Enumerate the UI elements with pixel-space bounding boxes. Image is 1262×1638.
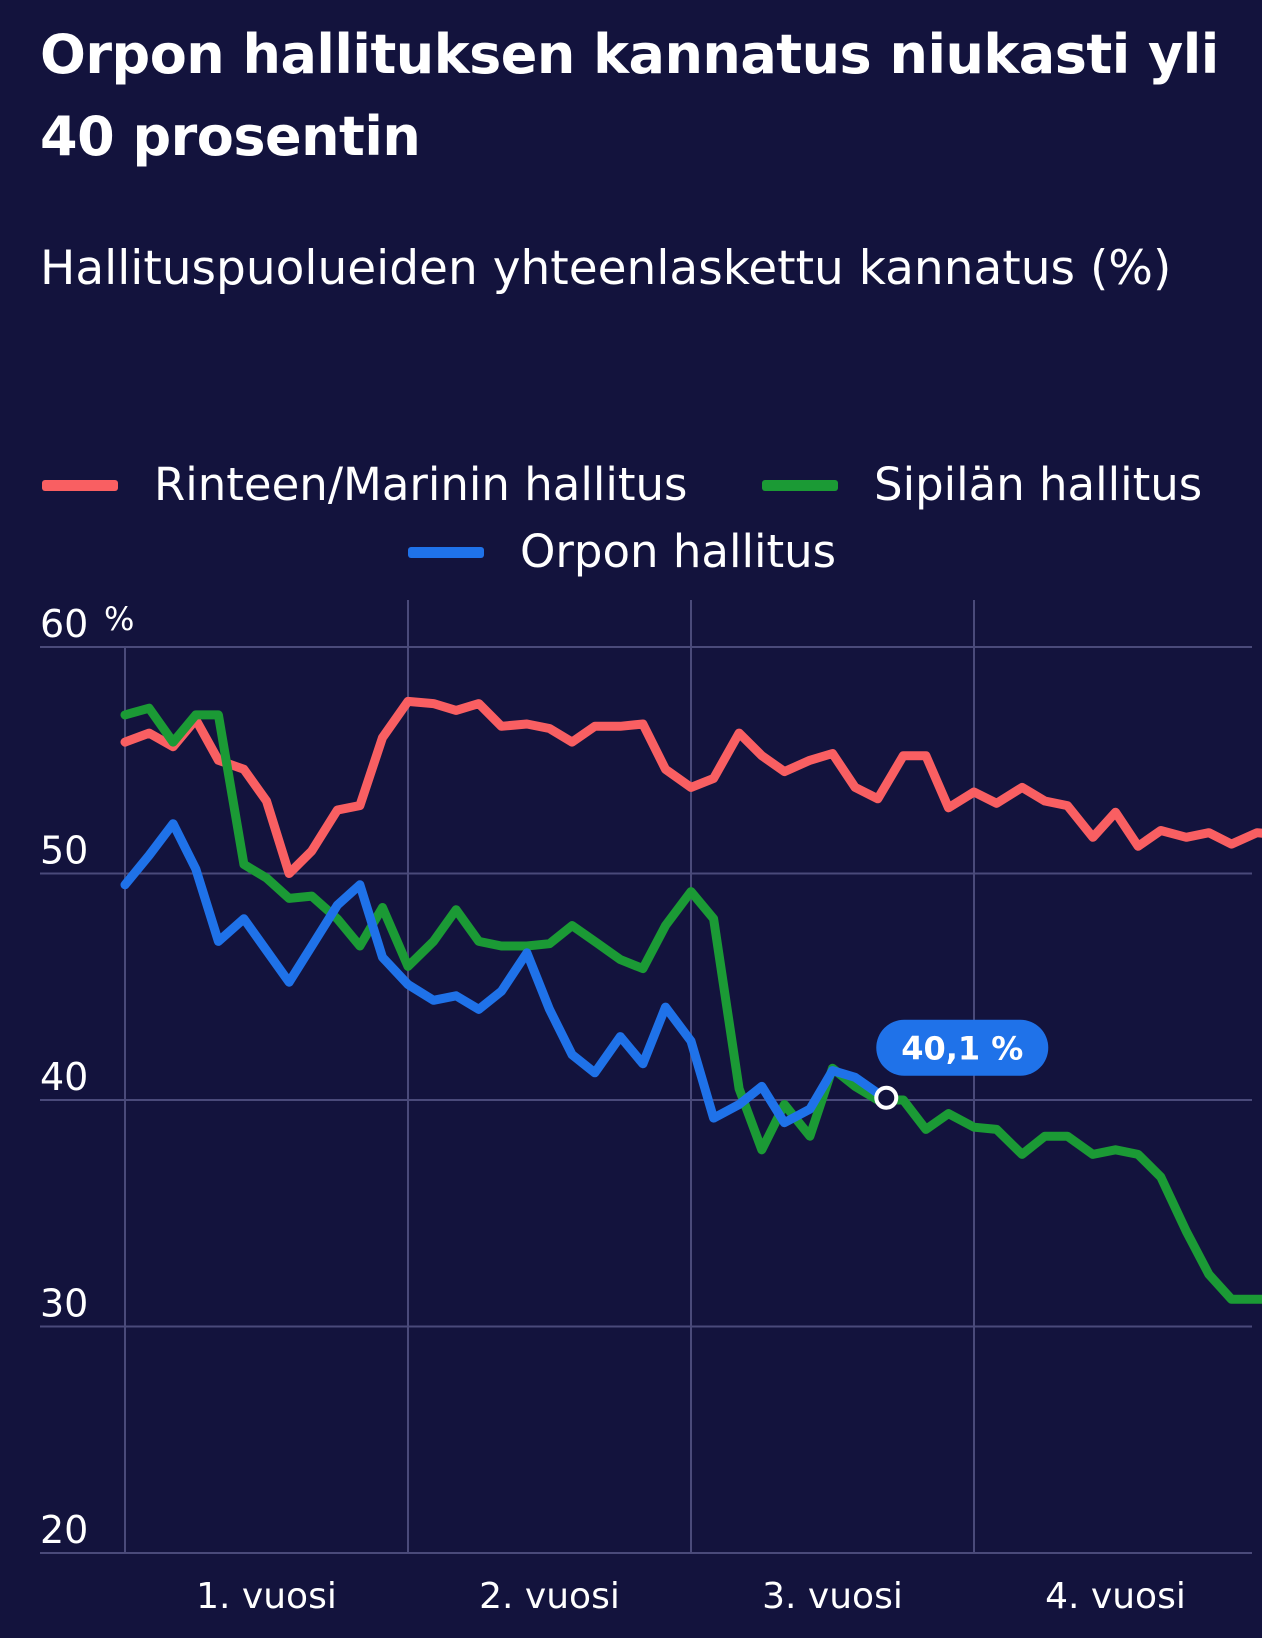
- x-tick-label: 4. vuosi: [1045, 1576, 1186, 1617]
- legend-label-rinne-marin: Rinteen/Marinin hallitus: [154, 458, 688, 511]
- legend-swatch-sipila: [762, 479, 838, 491]
- annotation-badge: [876, 1019, 1049, 1076]
- legend-item-sipila: Sipilän hallitus: [762, 457, 1202, 513]
- annotation-marker: [874, 1085, 899, 1110]
- x-tick-label: 2. vuosi: [479, 1576, 620, 1617]
- annotation-label: 40,1 %: [901, 1030, 1023, 1068]
- legend-item-rinne-marin: Rinteen/Marinin hallitus: [42, 457, 687, 513]
- chart-title: Orpon hallituksen kannatus niukasti yli …: [40, 23, 1219, 168]
- legend-label-orpo: Orpon hallitus: [520, 525, 837, 578]
- x-tick-label: 1. vuosi: [196, 1576, 337, 1617]
- legend-swatch-rinne-marin: [42, 479, 118, 491]
- y-tick-label: 40: [40, 1055, 88, 1099]
- x-tick-label: 3. vuosi: [762, 1576, 903, 1617]
- legend-item-orpo: Orpon hallitus: [408, 524, 836, 580]
- y-tick-label: 60: [40, 602, 88, 646]
- y-tick-label: 30: [40, 1282, 88, 1326]
- legend-label-sipila: Sipilän hallitus: [874, 458, 1203, 511]
- chart-subtitle: Hallituspuolueiden yhteenlaskettu kannat…: [40, 241, 1172, 296]
- series-line-rinne-marin: [120, 696, 1262, 878]
- y-unit-label: %: [104, 600, 134, 638]
- legend-swatch-orpo: [408, 546, 484, 558]
- y-tick-label: 20: [40, 1508, 88, 1552]
- series-line-orpo: [120, 819, 891, 1128]
- y-tick-label: 50: [40, 829, 88, 873]
- series-line-sipila: [120, 703, 1262, 1304]
